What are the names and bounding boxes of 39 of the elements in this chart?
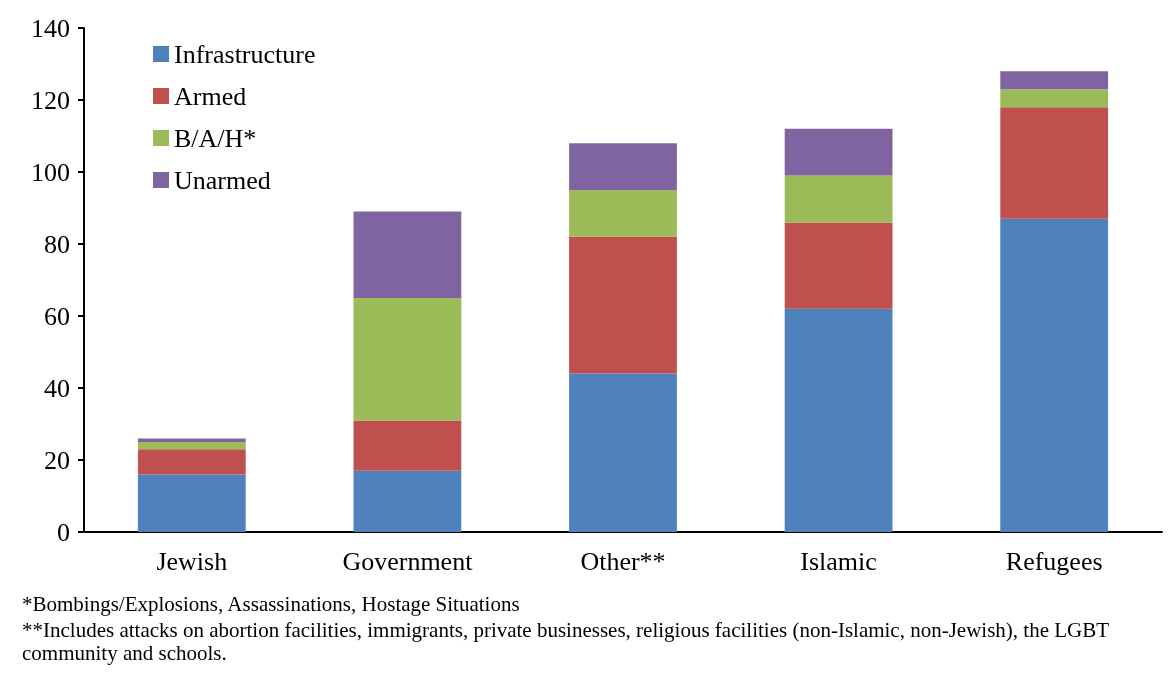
- x-tick-label: Other**: [580, 546, 666, 576]
- bar: [1000, 71, 1109, 90]
- bar: [1000, 107, 1109, 219]
- bar: [569, 143, 677, 190]
- bar: [569, 236, 677, 374]
- y-tick-label: 20: [44, 445, 70, 475]
- y-tick-label: 120: [31, 85, 70, 115]
- text: *Bombings/Explosions, Assassinations, Hostage Situations: [22, 591, 520, 616]
- bar: [784, 222, 893, 309]
- bar: [137, 438, 246, 442]
- legend-label: Armed: [174, 81, 247, 111]
- bar: [1000, 89, 1109, 108]
- x-tick-label: Refugees: [1005, 546, 1103, 576]
- bar: [353, 470, 462, 532]
- legend-label: B/A/H*: [174, 123, 257, 153]
- text: **Includes attacks on abortion facilities, immigrants, private businesses, religious facilities (non-Islamic, non-Jewish), the LGBT community and schools.: [22, 617, 1114, 665]
- bar: [784, 128, 893, 176]
- y-tick-label: 60: [44, 301, 70, 331]
- bar: [137, 442, 246, 450]
- bar: [137, 474, 246, 532]
- y-tick-label: 140: [31, 13, 70, 43]
- x-tick-label: Government: [342, 546, 474, 576]
- bar: [137, 449, 246, 475]
- bar: [353, 211, 462, 298]
- y-tick-label: 100: [31, 157, 70, 187]
- y-tick-label: 0: [57, 517, 70, 547]
- bar: [569, 373, 677, 532]
- bar: [1000, 218, 1109, 532]
- y-tick-label: 40: [44, 373, 70, 403]
- bar: [784, 175, 893, 223]
- y-tick-label: 80: [44, 229, 70, 259]
- bar: [784, 308, 893, 532]
- legend-label: Unarmed: [174, 165, 271, 195]
- legend-label: Infrastructure: [174, 39, 316, 69]
- bar: [353, 298, 462, 421]
- bar: [569, 190, 677, 237]
- bar: [353, 420, 462, 471]
- x-tick-label: Jewish: [156, 546, 228, 576]
- x-tick-label: Islamic: [800, 546, 877, 576]
